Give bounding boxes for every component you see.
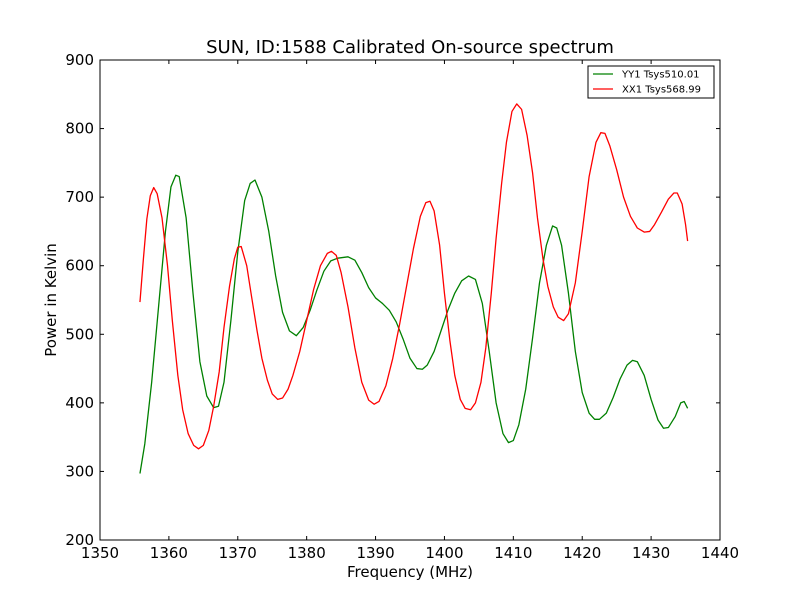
y-tick-label: 800	[65, 120, 94, 138]
y-tick-label: 200	[65, 531, 94, 549]
y-tick-label: 500	[65, 325, 94, 343]
x-tick-label: 1350	[81, 544, 119, 562]
legend-entry-yy1: YY1 Tsys510.01	[621, 70, 700, 81]
x-axis-label: Frequency (MHz)	[347, 563, 473, 581]
plot-frame	[99, 59, 721, 541]
series-line-xx1	[139, 103, 689, 450]
legend: YY1 Tsys510.01 XX1 Tsys568.99	[587, 65, 715, 99]
x-tick-label: 1370	[219, 544, 257, 562]
x-tick-label: 1440	[701, 544, 739, 562]
x-tick-label: 1420	[563, 544, 601, 562]
y-tick-label: 300	[65, 462, 94, 480]
x-tick-label: 1410	[494, 544, 532, 562]
chart-title: SUN, ID:1588 Calibrated On-source spectr…	[206, 37, 614, 58]
series-line-yy1	[139, 174, 689, 474]
x-tick-label: 1430	[632, 544, 670, 562]
ticks-layer: 1350 1360 1370 1380 1390 1400 1410 1420 1430 1440…	[65, 51, 739, 562]
legend-box	[587, 65, 715, 99]
x-tick-label: 1400	[425, 544, 463, 562]
legend-entry-xx1: XX1 Tsys568.99	[622, 85, 701, 96]
y-tick-label: 900	[65, 51, 94, 69]
x-tick-label: 1380	[288, 544, 326, 562]
x-tick-label: 1390	[356, 544, 394, 562]
y-tick-label: 400	[65, 394, 94, 412]
labels-layer: SUN, ID:1588 Calibrated On-source spectr…	[42, 37, 614, 581]
y-tick-label: 600	[65, 257, 94, 275]
y-axis-label: Power in Kelvin	[42, 243, 60, 357]
x-tick-label: 1360	[150, 544, 188, 562]
series-layer	[139, 103, 689, 474]
y-tick-label: 700	[65, 188, 94, 206]
